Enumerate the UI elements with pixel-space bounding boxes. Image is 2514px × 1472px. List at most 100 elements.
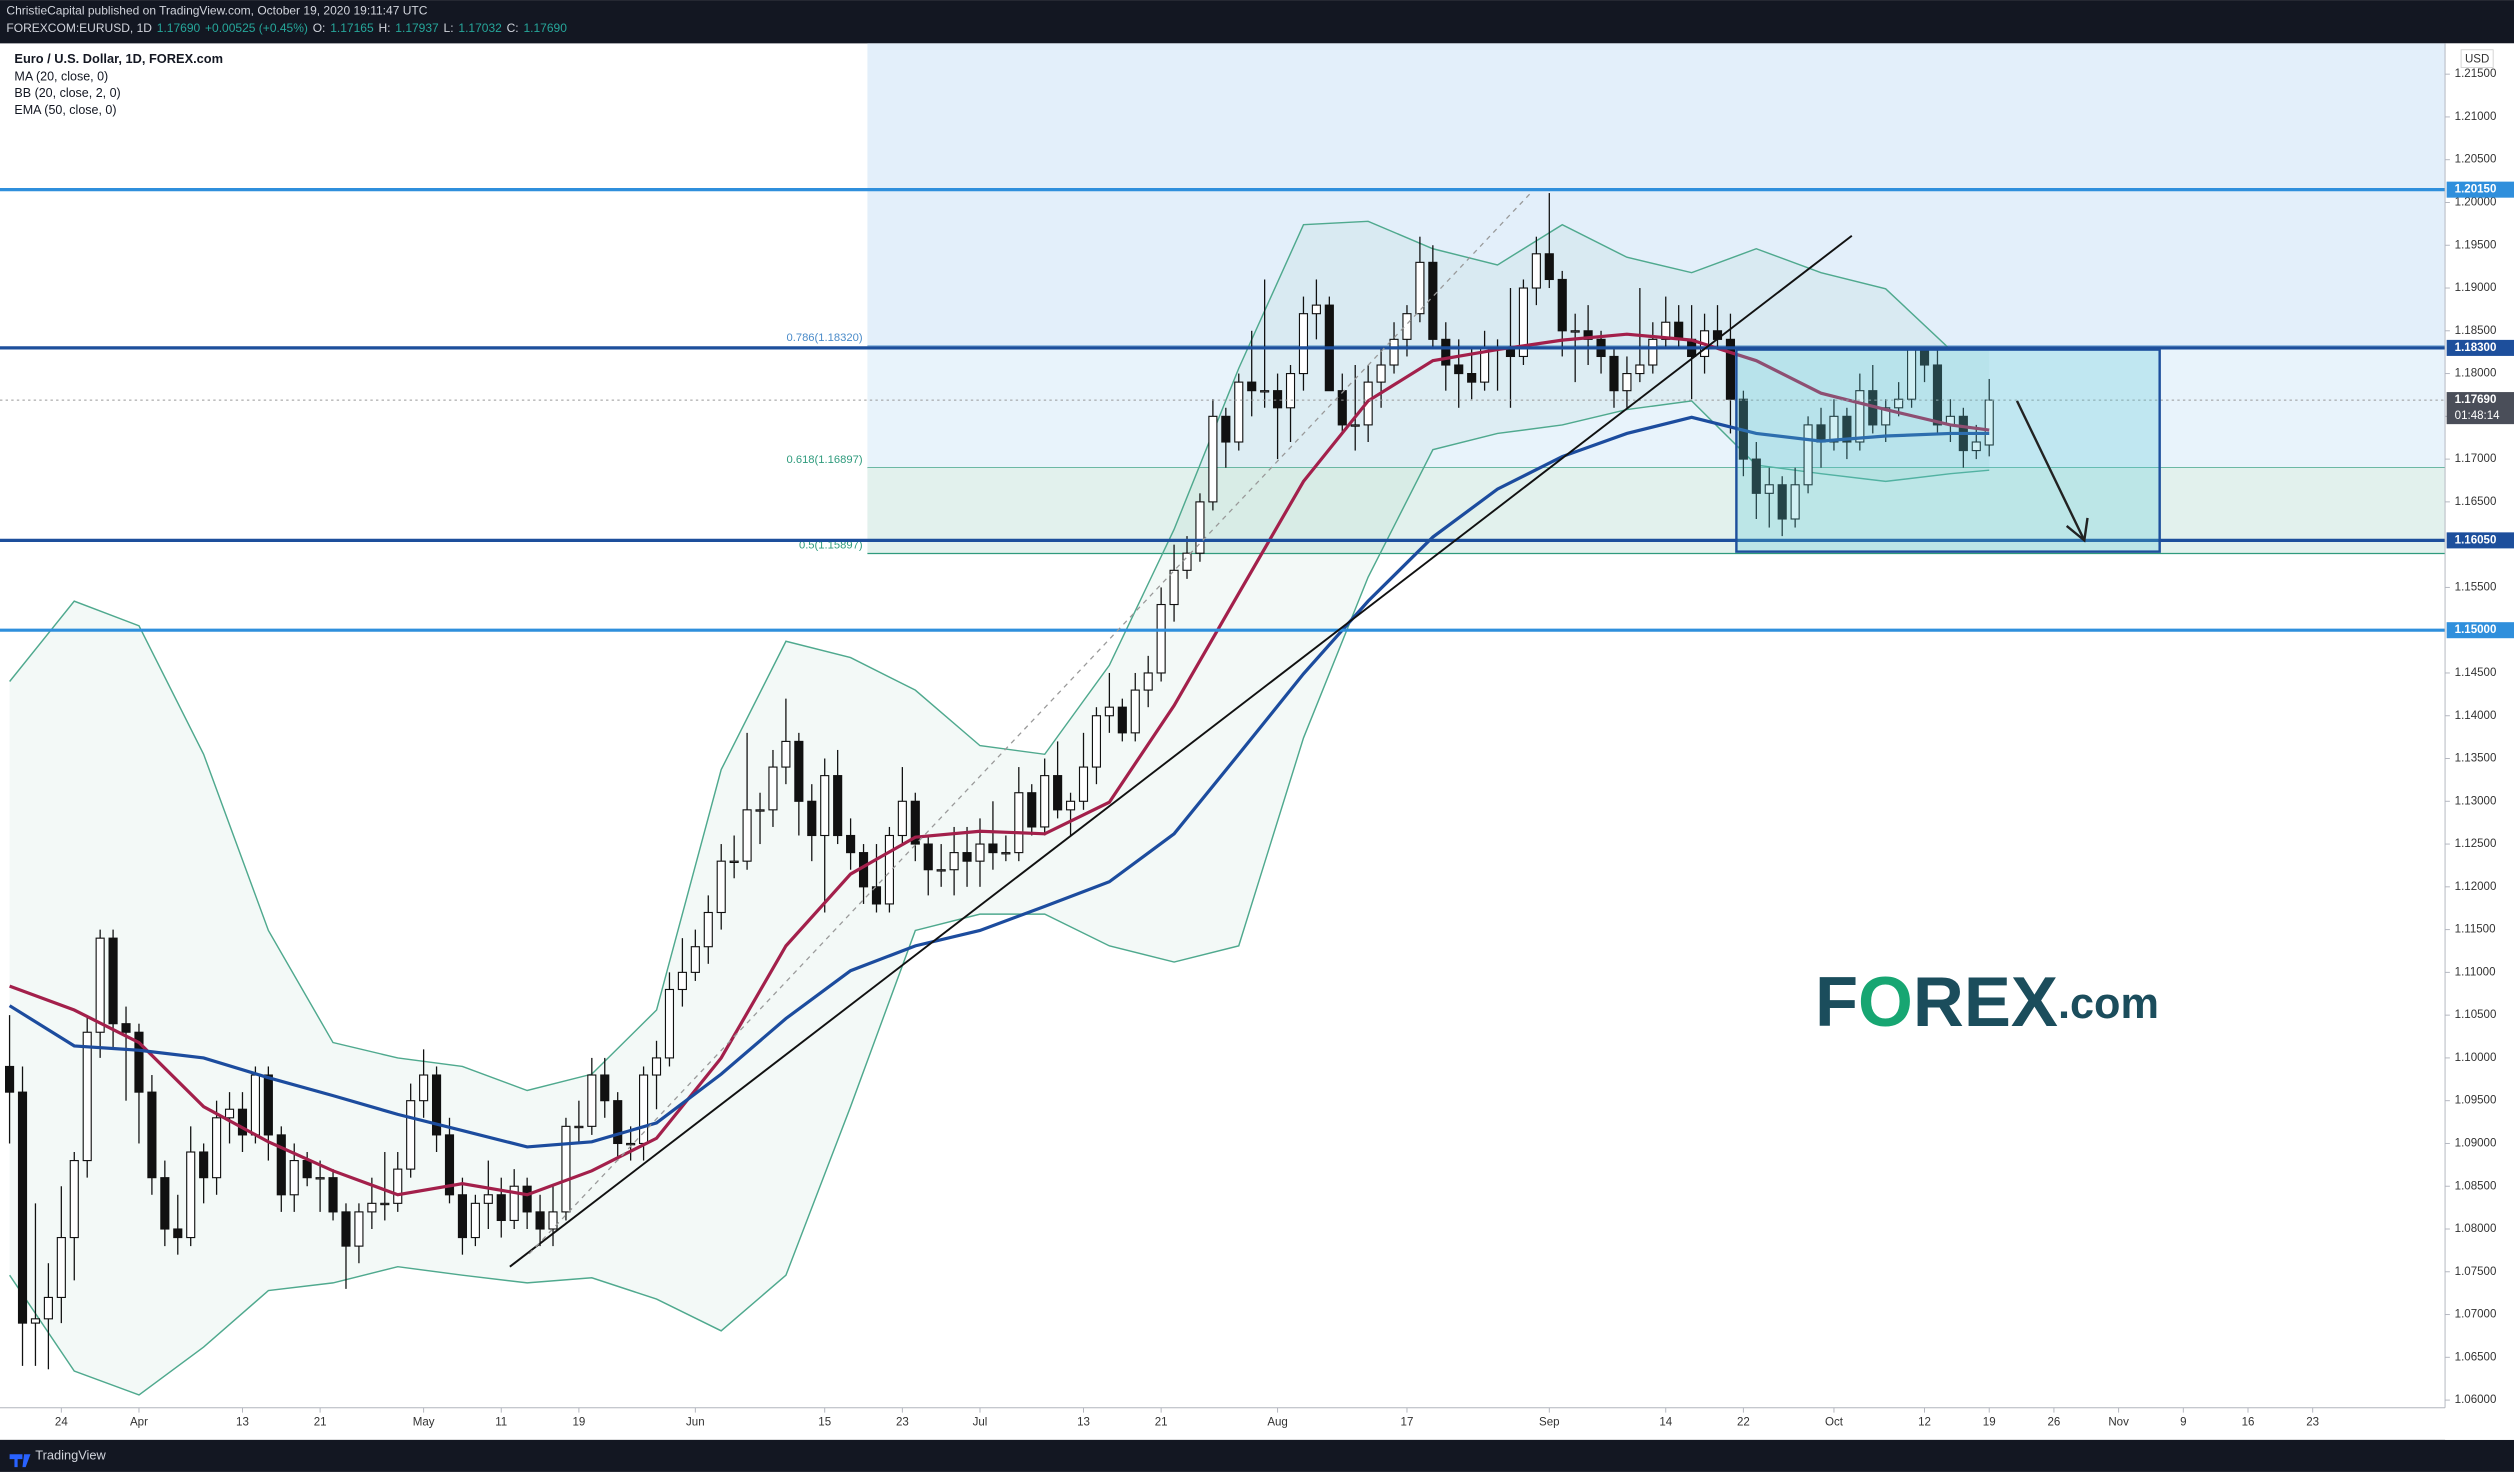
y-tick-label: 1.12000 bbox=[2455, 881, 2497, 893]
candle-body bbox=[212, 1117, 222, 1179]
candle-body bbox=[173, 1228, 183, 1239]
candle-body bbox=[1531, 253, 1541, 289]
candle-body bbox=[833, 775, 843, 837]
candle-body bbox=[95, 937, 105, 1033]
candle-body bbox=[768, 766, 778, 811]
quote-part: 1.17937 bbox=[395, 21, 439, 35]
candle-body bbox=[302, 1160, 312, 1179]
x-tick-label: 11 bbox=[495, 1416, 507, 1428]
x-tick-label: 14 bbox=[1659, 1416, 1672, 1428]
bb-upper bbox=[9, 220, 1990, 1092]
candle-body bbox=[354, 1211, 364, 1247]
x-tick-label: 21 bbox=[314, 1416, 327, 1428]
candle-body bbox=[1454, 364, 1464, 375]
y-tick-label: 1.13000 bbox=[2455, 795, 2497, 807]
y-tick-label: 1.20000 bbox=[2455, 197, 2497, 209]
x-tick-label: 19 bbox=[572, 1416, 585, 1428]
candle-body bbox=[56, 1236, 66, 1298]
candle-body bbox=[626, 1142, 636, 1146]
candle-body bbox=[1350, 424, 1360, 427]
bb-fill bbox=[9, 221, 1990, 1395]
y-tick-label: 1.07500 bbox=[2455, 1266, 2497, 1278]
candle-body bbox=[1725, 338, 1736, 400]
legend-entry: MA (20, close, 0) bbox=[14, 69, 108, 83]
candle-body bbox=[587, 1074, 597, 1127]
fib-zone bbox=[867, 346, 2446, 468]
candle-body bbox=[1195, 501, 1205, 554]
candle-body bbox=[690, 946, 700, 973]
quote-part: 1.17690 bbox=[523, 21, 567, 35]
candle-body bbox=[613, 1100, 623, 1145]
candle-body bbox=[1855, 390, 1865, 443]
x-tick-label: 15 bbox=[818, 1416, 831, 1428]
candle-body bbox=[160, 1177, 170, 1230]
fib-label: 0.786(1.18320) bbox=[786, 332, 862, 344]
candle-body bbox=[1389, 338, 1399, 366]
countdown-label: 01:48:14 bbox=[2455, 410, 2500, 422]
currency-box bbox=[2460, 49, 2494, 68]
candle-body bbox=[1984, 399, 1994, 446]
candle-body bbox=[1609, 355, 1619, 392]
overlays bbox=[0, 188, 2446, 1197]
fib-zone bbox=[867, 43, 2446, 347]
candle-body bbox=[315, 1177, 325, 1180]
candle-body bbox=[1143, 672, 1153, 691]
candle-body bbox=[807, 800, 817, 837]
y-tick-label: 1.10500 bbox=[2455, 1009, 2497, 1021]
quote-line: FOREXCOM:EURUSD, 1D 1.17690 +0.00525 (+0.4… bbox=[6, 21, 567, 35]
range-box bbox=[1735, 348, 2161, 553]
candle-body bbox=[470, 1202, 480, 1239]
y-tick-label: 1.21500 bbox=[2455, 68, 2497, 80]
forex-logo: FOREX.com bbox=[1815, 962, 2159, 1041]
logo-part: O bbox=[1858, 962, 1913, 1041]
candle-body bbox=[949, 852, 959, 871]
candle-body bbox=[1260, 390, 1270, 393]
candle-body bbox=[1104, 706, 1114, 717]
candle-body bbox=[936, 869, 946, 872]
candle-body bbox=[69, 1160, 79, 1239]
candle-body bbox=[1130, 689, 1140, 734]
candle-body bbox=[367, 1202, 377, 1213]
candle-body bbox=[1285, 373, 1296, 409]
level-tag-label: 1.15000 bbox=[2455, 624, 2497, 636]
candle-body bbox=[1234, 381, 1244, 443]
y-tick-label: 1.18500 bbox=[2455, 325, 2497, 337]
quote-part: FOREXCOM:EURUSD, 1D bbox=[6, 21, 152, 35]
trend-line bbox=[509, 235, 1853, 1268]
candle-body bbox=[30, 1318, 41, 1324]
candle-body bbox=[988, 843, 998, 854]
candle-body bbox=[328, 1177, 338, 1213]
quote-part: 1.17032 bbox=[458, 21, 502, 35]
candle-body bbox=[729, 860, 739, 864]
x-tick-label: 19 bbox=[1983, 1416, 1996, 1428]
candle-body bbox=[250, 1074, 260, 1136]
level-tag bbox=[2446, 532, 2514, 549]
candle-body bbox=[1428, 261, 1438, 340]
candle-body bbox=[1078, 766, 1089, 802]
candle-body bbox=[263, 1074, 273, 1136]
legend: MA (20, close, 0) BB (20, close, 2, 0) EMA… bbox=[14, 69, 120, 117]
drawings bbox=[509, 192, 2161, 1268]
candle-body bbox=[677, 971, 687, 991]
candle-body bbox=[1932, 364, 1943, 426]
x-tick-label: 17 bbox=[1401, 1416, 1414, 1428]
candle-body bbox=[1971, 441, 1981, 452]
candle-body bbox=[1674, 321, 1684, 340]
candle-body bbox=[1803, 424, 1813, 486]
price-axis-bg bbox=[2445, 43, 2514, 1440]
y-tick-label: 1.11000 bbox=[2455, 966, 2496, 978]
footer-brand: TradingView bbox=[35, 1447, 106, 1462]
y-tick-label: 1.18000 bbox=[2455, 368, 2497, 380]
candle-body bbox=[651, 1057, 662, 1076]
candle-body bbox=[496, 1194, 506, 1222]
quote-part: O: bbox=[313, 21, 326, 35]
candle-body bbox=[1040, 775, 1050, 828]
candle-body bbox=[1091, 715, 1102, 768]
x-tick-label: 12 bbox=[1918, 1416, 1931, 1428]
candle-body bbox=[1376, 364, 1386, 383]
footer-bar bbox=[0, 1439, 2514, 1472]
level-tag-label: 1.18300 bbox=[2455, 342, 2497, 354]
y-tick-label: 1.10000 bbox=[2455, 1052, 2497, 1064]
level-tag bbox=[2446, 339, 2514, 356]
